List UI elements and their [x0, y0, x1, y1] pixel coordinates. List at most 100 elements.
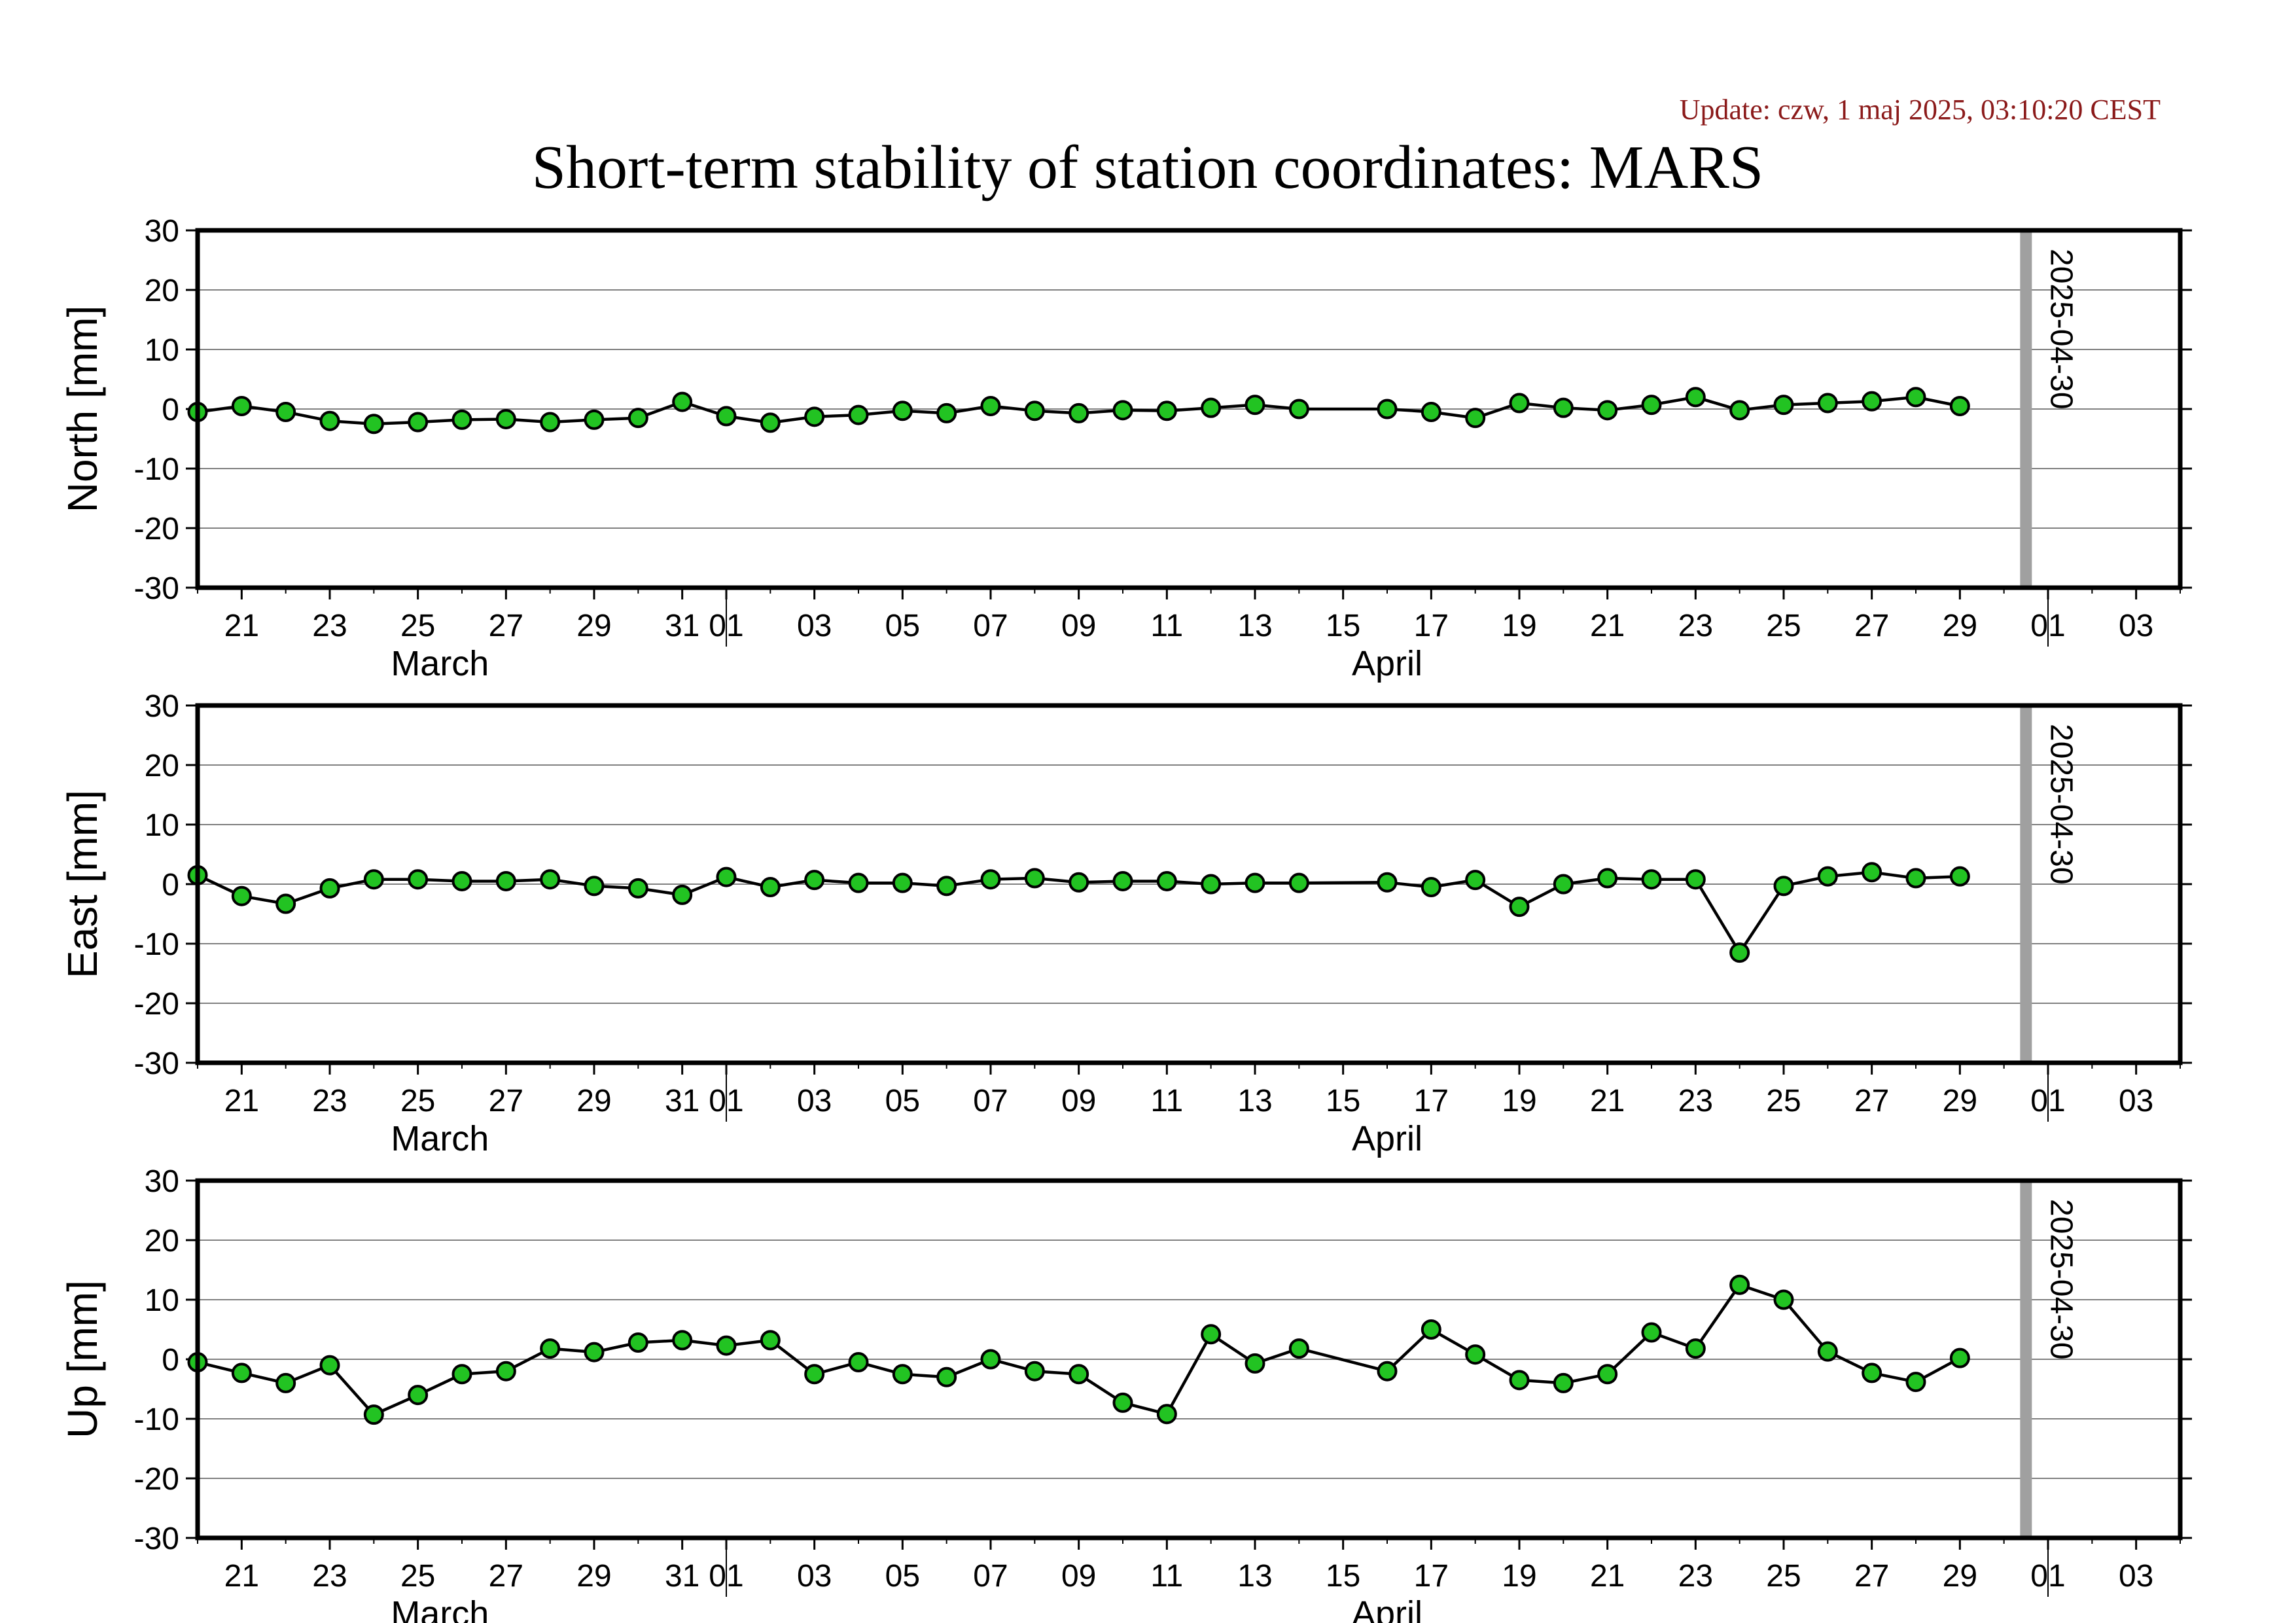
data-point [1112, 400, 1133, 421]
x-tick-label: 21 [1590, 1084, 1625, 1118]
data-point [716, 406, 737, 427]
x-tick-label: 17 [1414, 609, 1449, 643]
y-tick-label: -30 [134, 1046, 179, 1081]
data-point [936, 1366, 957, 1387]
y-tick-label: -30 [134, 571, 179, 606]
x-tick-label: 23 [1678, 1559, 1713, 1594]
panels-group: 30 20 10 0 -10 -20 -30 21 23 25 27 29 31 01 03 05 07 09 11… [59, 214, 2192, 1623]
y-tick-label: 20 [145, 274, 179, 308]
y-tick-label: 20 [145, 749, 179, 783]
data-point [451, 1364, 472, 1385]
x-tick-label: 03 [2119, 1084, 2153, 1118]
month-label: March [391, 1119, 489, 1158]
y-tick-label: 20 [145, 1224, 179, 1258]
x-tick-label: 31 [665, 609, 699, 643]
data-point [1288, 872, 1309, 893]
data-point [1905, 868, 1926, 889]
data-point [716, 1335, 737, 1356]
x-tick-label: 23 [312, 1084, 347, 1118]
data-point [1641, 869, 1662, 890]
x-tick-label: 01 [709, 1559, 743, 1594]
data-point [451, 870, 472, 891]
y-axis-label: Up [mm] [59, 1280, 106, 1438]
data-point [1024, 401, 1045, 421]
data-point [584, 876, 605, 897]
x-tick-label: 27 [1854, 1559, 1889, 1594]
y-tick-label: -10 [134, 452, 179, 487]
x-tick-label: 23 [1678, 1084, 1713, 1118]
x-tick-label: 13 [1237, 609, 1272, 643]
data-point [495, 408, 516, 429]
data-point [1817, 866, 1838, 887]
y-tick-label: -20 [134, 987, 179, 1022]
panel-3: 30 20 10 0 -10 -20 -30 21 23 25 27 29 31 01 03 05 07 09 11… [59, 1164, 2192, 1623]
y-tick-label: 0 [162, 393, 179, 427]
x-tick-label: 29 [576, 609, 611, 643]
data-point [1156, 1404, 1177, 1425]
data-point [540, 412, 561, 433]
data-point [319, 1355, 340, 1376]
data-point [1024, 1361, 1045, 1382]
data-point [1949, 395, 1970, 416]
x-tick-label: 21 [224, 609, 259, 643]
data-point [1509, 897, 1530, 918]
x-tick-label: 03 [2119, 609, 2153, 643]
data-point [1509, 393, 1530, 414]
update-timestamp: Update: czw, 1 maj 2025, 03:10:20 CEST [1680, 94, 2161, 126]
data-point [451, 409, 472, 430]
x-tick-label: 11 [1150, 609, 1183, 643]
data-point [627, 408, 648, 429]
data-point [275, 1372, 296, 1393]
x-tick-label: 23 [312, 609, 347, 643]
data-point [760, 1330, 781, 1351]
data-point [1465, 1344, 1486, 1365]
x-tick-label: 03 [797, 609, 832, 643]
data-point [980, 1349, 1001, 1370]
data-point [980, 869, 1001, 890]
x-tick-label: 25 [1766, 609, 1801, 643]
data-point [1553, 874, 1574, 895]
y-tick-label: -20 [134, 1462, 179, 1497]
data-point [1201, 874, 1222, 895]
x-tick-label: 21 [1590, 1559, 1625, 1594]
y-tick-label: -10 [134, 927, 179, 962]
chart-title: Short-term stability of station coordina… [532, 134, 1763, 202]
series-line [197, 1283, 1961, 1416]
data-point [627, 878, 648, 899]
x-tick-label: 29 [1943, 1084, 1977, 1118]
data-point [1553, 1372, 1574, 1393]
y-tick-label: 0 [162, 1343, 179, 1378]
data-point [627, 1332, 648, 1353]
x-tick-label: 25 [400, 1559, 435, 1594]
data-point [1465, 870, 1486, 891]
month-label: April [1352, 1594, 1422, 1623]
x-tick-label: 17 [1414, 1559, 1449, 1594]
x-tick-label: 27 [1854, 609, 1889, 643]
data-point [231, 395, 252, 416]
data-point [804, 406, 825, 427]
x-tick-label: 01 [2030, 1084, 2065, 1118]
x-tick-label: 03 [797, 1559, 832, 1594]
x-tick-label: 23 [1678, 609, 1713, 643]
x-tick-label: 21 [224, 1084, 259, 1118]
data-point [672, 391, 693, 412]
x-tick-label: 01 [709, 1084, 743, 1118]
y-axis-label: East [mm] [59, 790, 106, 978]
data-point [1288, 1338, 1309, 1359]
data-point [1377, 872, 1398, 893]
y-tick-label: 10 [145, 808, 179, 843]
data-point [1729, 400, 1750, 421]
x-tick-label: 09 [1061, 1084, 1096, 1118]
series-line [197, 395, 1960, 426]
month-label: March [391, 644, 489, 683]
data-point [319, 878, 340, 899]
x-tick-label: 11 [1150, 1084, 1183, 1118]
data-point [936, 402, 957, 423]
x-tick-label: 19 [1502, 1084, 1536, 1118]
data-point [848, 404, 869, 425]
data-point [1729, 1274, 1750, 1295]
data-point [1421, 1319, 1441, 1340]
data-point [1421, 402, 1441, 423]
series-line [197, 870, 1960, 954]
